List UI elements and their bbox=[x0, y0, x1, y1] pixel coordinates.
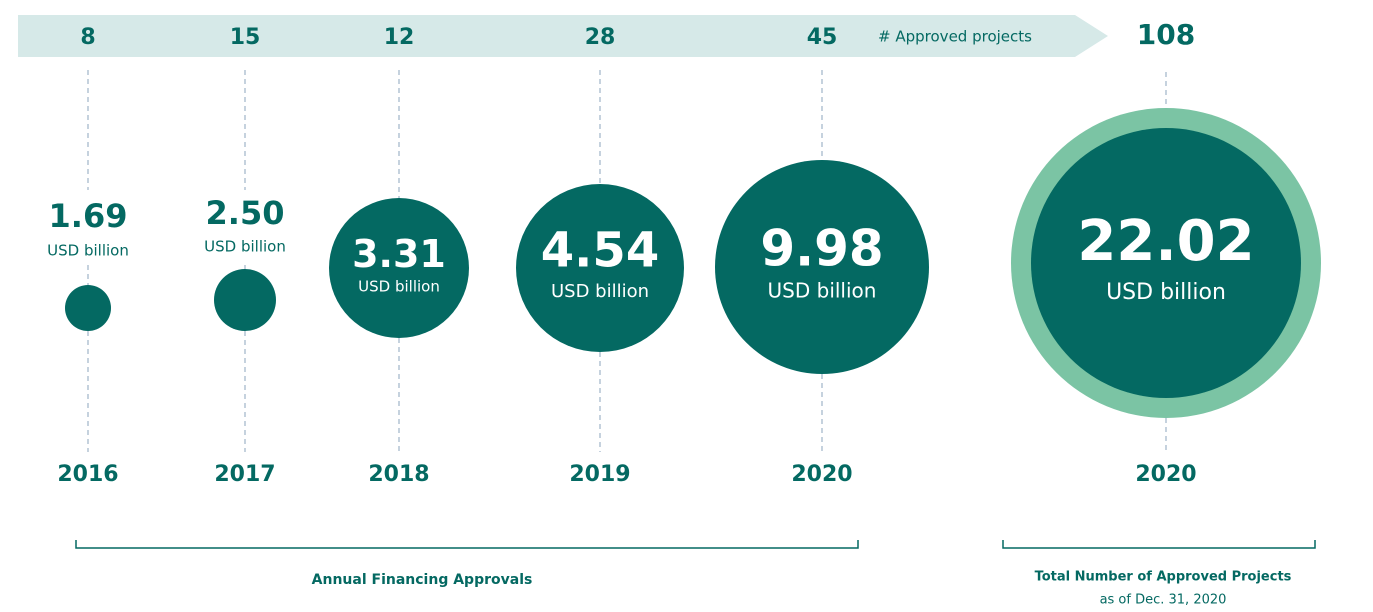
unit: USD billion bbox=[551, 281, 649, 302]
bracket bbox=[1002, 540, 1316, 549]
year: 2017 bbox=[214, 462, 275, 487]
bubble bbox=[516, 184, 684, 352]
amount: 1.69 bbox=[49, 197, 128, 235]
year: 2018 bbox=[368, 462, 429, 487]
bubble bbox=[329, 198, 469, 338]
project-count: 28 bbox=[585, 25, 616, 50]
project-count: 45 bbox=[807, 25, 838, 50]
total-count: 108 bbox=[1137, 18, 1195, 51]
subcaption: as of Dec. 31, 2020 bbox=[1100, 593, 1227, 608]
caption: Annual Financing Approvals bbox=[312, 572, 533, 588]
year: 2020 bbox=[1135, 462, 1196, 487]
total-amount: 22.02 bbox=[1077, 209, 1254, 274]
unit: USD billion bbox=[47, 242, 129, 260]
bubble bbox=[1031, 128, 1301, 398]
banner bbox=[18, 15, 1108, 57]
unit: USD billion bbox=[768, 279, 877, 303]
project-count: 8 bbox=[80, 25, 95, 50]
bubble bbox=[65, 285, 111, 331]
banner-label: # Approved projects bbox=[878, 28, 1032, 46]
year: 2019 bbox=[569, 462, 630, 487]
unit: USD billion bbox=[358, 278, 440, 296]
amount: 2.50 bbox=[206, 194, 285, 232]
year: 2016 bbox=[57, 462, 118, 487]
caption: Total Number of Approved Projects bbox=[1035, 570, 1292, 585]
amount: 9.98 bbox=[760, 220, 883, 278]
year: 2020 bbox=[791, 462, 852, 487]
unit: USD billion bbox=[1106, 280, 1226, 305]
amount: 3.31 bbox=[352, 232, 446, 276]
project-count: 12 bbox=[384, 25, 415, 50]
project-count: 15 bbox=[230, 25, 261, 50]
unit: USD billion bbox=[204, 238, 286, 256]
bubble bbox=[214, 269, 276, 331]
bracket bbox=[75, 540, 859, 549]
amount: 4.54 bbox=[541, 223, 659, 279]
bubble bbox=[715, 160, 929, 374]
